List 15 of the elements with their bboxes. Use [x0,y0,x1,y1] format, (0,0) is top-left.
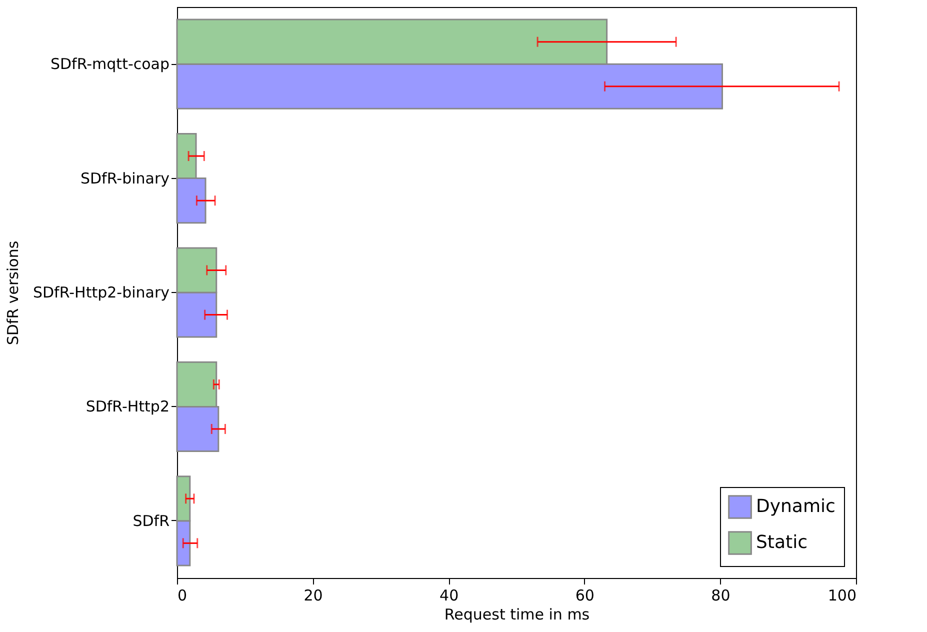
y-tick-label: SDfR-Http2 [86,398,170,416]
legend-label: Static [756,532,808,553]
x-axis-title: Request time in ms [444,606,590,624]
x-tick-label: 20 [304,586,323,604]
y-axis-title: SDfR versions [4,240,22,346]
x-tick-label: 60 [575,586,594,604]
legend-label: Dynamic [756,496,836,517]
y-tick-label: SDfR-Http2-binary [32,284,170,302]
x-tick-label: 80 [711,586,730,604]
y-tick-label: SDfR [132,512,170,530]
x-tick-label: 0 [178,586,188,604]
x-tick-label: 40 [440,586,459,604]
x-tick-label: 100 [828,586,856,604]
y-tick-label: SDfR-binary [80,169,170,188]
y-tick-label: SDfR-mqtt-coap [50,55,170,74]
